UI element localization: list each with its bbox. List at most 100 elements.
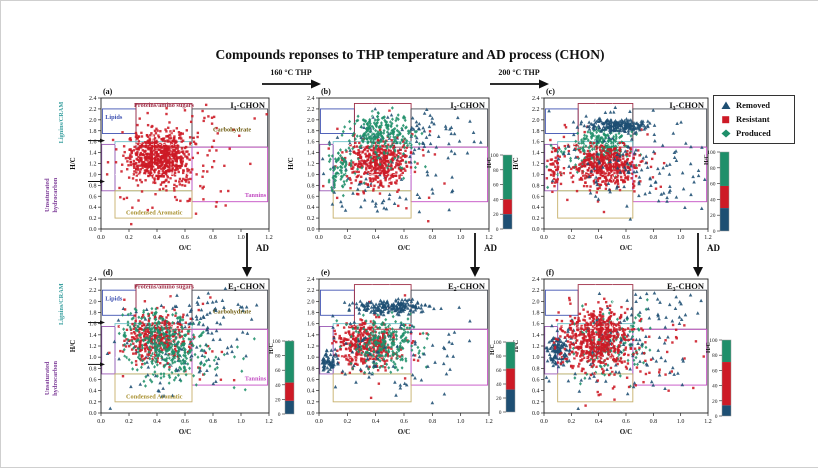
- y-tick-label: 1.6: [532, 140, 540, 146]
- scatter-removed: [105, 286, 259, 410]
- region-condensed: [332, 190, 412, 219]
- y-tick-label: 2.4: [89, 96, 97, 102]
- y-tick-label: 0.2: [89, 400, 97, 406]
- region-lipids: [544, 289, 579, 316]
- y-tick-label: 2.0: [532, 299, 540, 305]
- colorbar-title: H/C: [487, 157, 493, 168]
- colorbar-segment-resistant: [506, 368, 515, 390]
- panel-letter: (f): [546, 268, 554, 277]
- region-label-lipids: Lipids: [105, 296, 123, 303]
- colorbar-f: 0 20 40 60 80 100 H/C: [700, 328, 736, 433]
- x-tick-label: 0.2: [125, 419, 133, 425]
- dashed-guides: [115, 103, 192, 191]
- y-tick-label: 1.2: [89, 344, 97, 350]
- x-tick-label: 0.4: [372, 235, 380, 241]
- y-tick-label: 2.2: [532, 288, 540, 294]
- colorbar-tick-label: 0: [496, 227, 499, 233]
- panel-f-svg: 0.0 0.2 0.4 0.6 0.8 1.0 1.2 1.4 1.6 1.8 2.0 2.2 2.4 0…: [512, 268, 712, 436]
- region-carbohydrate: [632, 108, 708, 148]
- y-axis-label: H/C: [69, 340, 77, 352]
- y-tick-label: 2.2: [307, 288, 315, 294]
- region-label-condensed: Condensed Aromatic: [126, 210, 183, 217]
- x-tick-label: 0.6: [400, 235, 408, 241]
- colorbar-tick-label: 60: [710, 182, 716, 188]
- colorbar-b: 0 20 40 60 80 100 H/C: [481, 143, 517, 246]
- boundary-arrow-icon: [88, 320, 105, 325]
- y-tick-label: 0.0: [89, 227, 97, 233]
- y-tick-label: 0.2: [307, 216, 315, 222]
- region-condensed: [557, 373, 634, 403]
- colorbar-tick-label: 40: [710, 197, 716, 203]
- thp160-label: 160 °C THP: [270, 68, 312, 77]
- panel-title: I3-CHON: [669, 100, 705, 112]
- x-tick-label: 0.8: [209, 419, 217, 425]
- y-tick-label: 1.2: [532, 344, 540, 350]
- y-tick-label: 0.8: [532, 366, 540, 372]
- colorbar-segment-resistant: [503, 199, 512, 215]
- y-tick-label: 2.4: [307, 96, 315, 102]
- x-tick-label: 0.8: [650, 419, 658, 425]
- y-tick-label: 1.8: [307, 129, 315, 135]
- boundary-arrow-icon: [88, 138, 105, 143]
- scatter-resistant: [105, 103, 268, 226]
- y-tick-label: 1.2: [532, 162, 540, 168]
- panel-title: I1-CHON: [230, 100, 266, 112]
- y-tick-label: 1.0: [307, 355, 315, 361]
- legend-label: Resistant: [736, 114, 770, 125]
- y-tick-label: 0.2: [89, 216, 97, 222]
- legend-label: Produced: [736, 128, 771, 139]
- panel-title: E1-CHON: [228, 281, 266, 293]
- y-tick-label: 1.0: [89, 172, 97, 178]
- colorbar-tick-label: 100: [707, 150, 716, 156]
- y-tick-label: 0.0: [89, 411, 97, 417]
- y-tick-label: 0.2: [532, 400, 540, 406]
- y-tick-label: 0.2: [307, 400, 315, 406]
- x-tick-label: 1.2: [485, 235, 493, 241]
- x-tick-label: 1.2: [265, 419, 273, 425]
- region-condensed: [557, 190, 634, 219]
- axis-ticks: 0.0 0.2 0.4 0.6 0.8 1.0 1.2 1.4 1.6 1.8 2.0 2.2 2.4 0…: [307, 277, 493, 425]
- x-axis-label: O/C: [179, 428, 191, 436]
- panel-b-svg: 0.0 0.2 0.4 0.6 0.8 1.0 1.2 1.4 1.6 1.8 2.0 2.2 2.4 0…: [287, 87, 493, 252]
- x-tick-label: 0.0: [97, 419, 105, 425]
- y-tick-label: 2.4: [307, 277, 315, 283]
- ad-label: AD: [256, 243, 269, 253]
- boundary-arrow-icon: [88, 179, 105, 184]
- figure-title: Compounds reponses to THP temperature an…: [215, 47, 605, 62]
- dashed-guides: [115, 284, 192, 374]
- colorbar-tick-label: 0: [713, 229, 716, 235]
- x-tick-label: 0.0: [315, 419, 323, 425]
- y-tick-label: 0.0: [307, 411, 315, 417]
- region-label-unsaturated: Unsaturated: [44, 178, 51, 212]
- y-tick-label: 1.6: [532, 322, 540, 328]
- region-carbohydrate: [410, 289, 489, 330]
- y-tick-label: 1.0: [307, 172, 315, 178]
- region-label-proteins: Proteins/amino sugars: [134, 283, 194, 290]
- produced-diamond-icon: [721, 125, 731, 143]
- ad-arrow-1: AD: [239, 231, 279, 281]
- down-arrow-icon: [470, 233, 480, 277]
- x-tick-label: 0.6: [622, 235, 630, 241]
- y-tick-label: 2.2: [532, 107, 540, 113]
- ad-label: AD: [484, 243, 497, 253]
- region-label-carbohydrate: Carbohydrate: [213, 127, 251, 134]
- x-tick-label: 0.4: [153, 235, 161, 241]
- scatter-resistant: [545, 123, 666, 214]
- down-arrow-icon: [242, 233, 252, 277]
- dashed-guides: [557, 284, 633, 374]
- y-axis-label: H/C: [512, 340, 520, 352]
- region-labels: Proteins/amino sugars Lipids Carbohydrate T…: [105, 283, 267, 400]
- x-tick-label: 0.2: [344, 419, 352, 425]
- colorbar-tick-label: 40: [496, 382, 502, 388]
- y-tick-label: 2.2: [89, 107, 97, 113]
- legend-label: Removed: [736, 100, 770, 111]
- vk-region-boxes: [319, 284, 489, 403]
- panel-letter: (b): [321, 87, 331, 96]
- y-tick-label: 1.2: [307, 344, 315, 350]
- panel-b-scatter-plot: 0.0 0.2 0.4 0.6 0.8 1.0 1.2 1.4 1.6 1.8 2.0 2.2 2.4 0…: [257, 84, 501, 272]
- panel-c-svg: 0.0 0.2 0.4 0.6 0.8 1.0 1.2 1.4 1.6 1.8 2.0 2.2 2.4 0…: [512, 87, 712, 252]
- y-tick-label: 2.0: [89, 118, 97, 124]
- x-tick-label: 0.6: [622, 419, 630, 425]
